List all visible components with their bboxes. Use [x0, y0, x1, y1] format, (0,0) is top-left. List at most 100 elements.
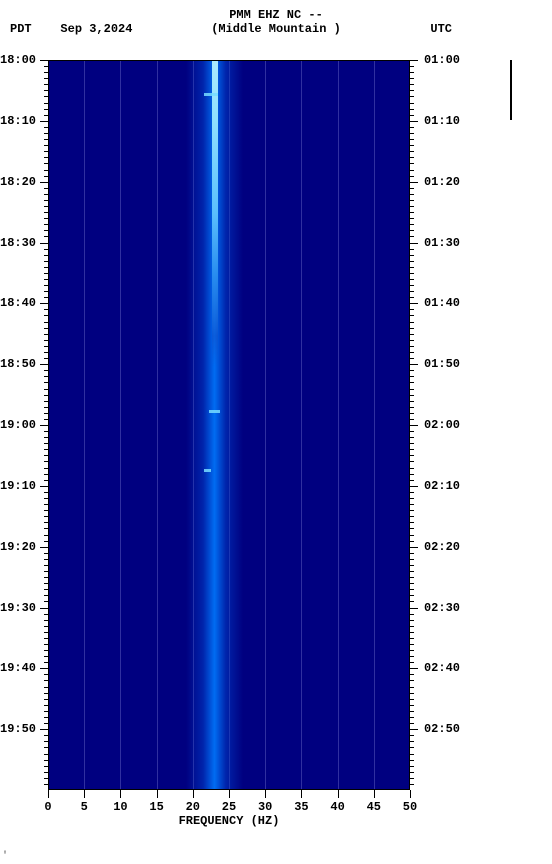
ytick-right-label: 01:00 [424, 53, 460, 67]
minor-tick-left [44, 163, 48, 164]
ytick-left-label: 18:20 [0, 175, 36, 189]
minor-tick-right [410, 705, 414, 706]
minor-tick-left [44, 419, 48, 420]
minor-tick-right [410, 480, 414, 481]
ytick-left-label: 19:30 [0, 601, 36, 615]
xtick [265, 790, 266, 798]
minor-tick-left [44, 723, 48, 724]
minor-tick-right [410, 419, 414, 420]
minor-tick-left [44, 218, 48, 219]
minor-tick-right [410, 577, 414, 578]
minor-tick-right [410, 571, 414, 572]
minor-tick-left [44, 139, 48, 140]
minor-tick-right [410, 109, 414, 110]
ytick-right-label: 02:50 [424, 722, 460, 736]
minor-tick-right [410, 565, 414, 566]
minor-tick-right [410, 334, 414, 335]
xtick-label: 25 [222, 800, 236, 814]
ytick-right-label: 02:30 [424, 601, 460, 615]
xtick-label: 0 [44, 800, 51, 814]
minor-tick-right [410, 230, 414, 231]
ytick-right-label: 02:40 [424, 661, 460, 675]
ytick-left-label: 18:10 [0, 114, 36, 128]
minor-tick-left [44, 565, 48, 566]
ytick-right [410, 364, 418, 365]
minor-tick-right [410, 535, 414, 536]
minor-tick-right [410, 267, 414, 268]
minor-tick-right [410, 784, 414, 785]
ytick-right [410, 243, 418, 244]
minor-tick-right [410, 741, 414, 742]
ytick-right-label: 02:20 [424, 540, 460, 554]
minor-tick-right [410, 395, 414, 396]
minor-tick-left [44, 583, 48, 584]
ytick-right [410, 121, 418, 122]
minor-tick-left [44, 577, 48, 578]
plot-area: FREQUENCY (HZ) 0510152025303540455018:00… [48, 60, 410, 790]
minor-tick-left [44, 212, 48, 213]
ytick-left [40, 608, 48, 609]
minor-tick-right [410, 589, 414, 590]
minor-tick-left [44, 267, 48, 268]
minor-tick-left [44, 206, 48, 207]
minor-tick-left [44, 194, 48, 195]
minor-tick-left [44, 522, 48, 523]
minor-tick-right [410, 376, 414, 377]
minor-tick-right [410, 163, 414, 164]
xtick [338, 790, 339, 798]
minor-tick-left [44, 443, 48, 444]
ytick-left-label: 19:10 [0, 479, 36, 493]
minor-tick-right [410, 559, 414, 560]
ytick-left [40, 547, 48, 548]
hot-blip [209, 410, 220, 413]
minor-tick-right [410, 766, 414, 767]
xtick-label: 20 [186, 800, 200, 814]
minor-tick-left [44, 687, 48, 688]
ytick-left [40, 425, 48, 426]
minor-tick-right [410, 735, 414, 736]
minor-tick-right [410, 449, 414, 450]
xtick-label: 30 [258, 800, 272, 814]
minor-tick-left [44, 291, 48, 292]
minor-tick-left [44, 315, 48, 316]
minor-tick-right [410, 638, 414, 639]
minor-tick-right [410, 236, 414, 237]
minor-tick-right [410, 413, 414, 414]
minor-tick-right [410, 656, 414, 657]
minor-tick-left [44, 261, 48, 262]
minor-tick-right [410, 255, 414, 256]
minor-tick-left [44, 431, 48, 432]
minor-tick-left [44, 224, 48, 225]
minor-tick-right [410, 541, 414, 542]
minor-tick-left [44, 145, 48, 146]
minor-tick-right [410, 212, 414, 213]
minor-tick-left [44, 401, 48, 402]
minor-tick-left [44, 407, 48, 408]
minor-tick-right [410, 340, 414, 341]
xtick-label: 5 [81, 800, 88, 814]
minor-tick-left [44, 614, 48, 615]
minor-tick-left [44, 644, 48, 645]
header: PMM EHZ NC -- PDT Sep 3,2024 (Middle Mou… [0, 0, 552, 40]
minor-tick-left [44, 626, 48, 627]
minor-tick-right [410, 261, 414, 262]
minor-tick-right [410, 407, 414, 408]
minor-tick-left [44, 133, 48, 134]
minor-tick-left [44, 249, 48, 250]
minor-tick-right [410, 285, 414, 286]
minor-tick-left [44, 395, 48, 396]
minor-tick-left [44, 711, 48, 712]
minor-tick-right [410, 352, 414, 353]
minor-tick-right [410, 644, 414, 645]
minor-tick-right [410, 614, 414, 615]
minor-tick-left [44, 352, 48, 353]
minor-tick-left [44, 571, 48, 572]
ytick-left-label: 18:40 [0, 296, 36, 310]
ytick-left-label: 19:50 [0, 722, 36, 736]
tz-right-label: UTC [430, 22, 452, 36]
minor-tick-right [410, 206, 414, 207]
minor-tick-left [44, 535, 48, 536]
xtick [229, 790, 230, 798]
minor-tick-right [410, 315, 414, 316]
minor-tick-right [410, 273, 414, 274]
